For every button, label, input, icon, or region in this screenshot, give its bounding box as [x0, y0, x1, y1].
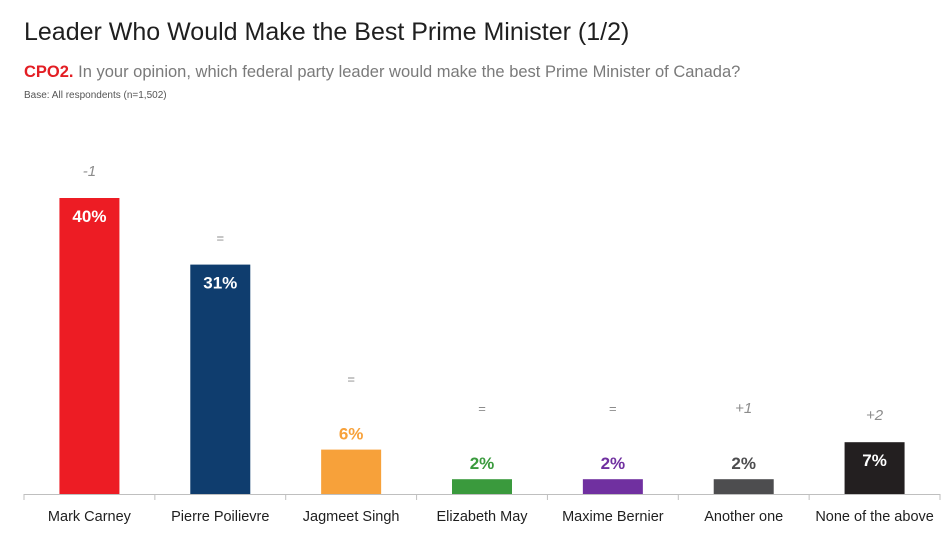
- change-label: +1: [735, 400, 752, 417]
- change-label: =: [347, 372, 355, 387]
- bar: [190, 264, 251, 494]
- bar: [452, 479, 512, 494]
- bar: [321, 449, 382, 494]
- change-label: =: [478, 401, 486, 416]
- category-label: Jagmeet Singh: [303, 509, 400, 525]
- category-label: None of the above: [815, 509, 934, 525]
- data-label: 7%: [862, 451, 887, 470]
- data-label: 40%: [72, 207, 106, 226]
- question: CPO2. In your opinion, which federal par…: [24, 63, 740, 82]
- category-label: Another one: [704, 509, 783, 525]
- page-title: Leader Who Would Make the Best Prime Min…: [24, 18, 630, 46]
- change-label: =: [216, 231, 224, 246]
- category-label: Pierre Poilievre: [171, 509, 269, 525]
- data-label: 31%: [203, 274, 237, 293]
- change-label: +2: [866, 407, 884, 424]
- category-label: Maxime Bernier: [562, 509, 664, 525]
- base-note: Base: All respondents (n=1,502): [24, 90, 167, 101]
- bar: [844, 442, 905, 494]
- change-label: -1: [83, 163, 96, 180]
- change-label: =: [609, 401, 617, 416]
- data-label: 2%: [470, 454, 495, 473]
- bar: [59, 198, 120, 494]
- bar: [713, 479, 774, 494]
- data-label: 2%: [601, 454, 626, 473]
- bar: [582, 479, 643, 494]
- data-label: 6%: [339, 425, 364, 444]
- category-label: Elizabeth May: [436, 509, 528, 525]
- question-text: In your opinion, which federal party lea…: [73, 63, 741, 81]
- data-label: 2%: [731, 454, 756, 473]
- category-label: Mark Carney: [48, 509, 132, 525]
- question-code: CPO2.: [24, 63, 74, 81]
